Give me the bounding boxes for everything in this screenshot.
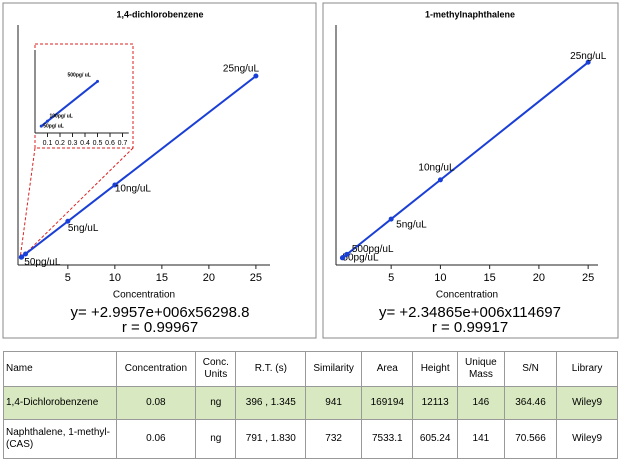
data-point <box>253 73 259 79</box>
x-tick-label: 25 <box>582 272 594 284</box>
point-label: 100pg/ uL <box>50 114 73 120</box>
point-label: 5ng/uL <box>68 223 99 234</box>
table-cell: Area <box>361 351 414 387</box>
table-cell: Library <box>556 351 618 387</box>
table-cell: Conc. Units <box>195 351 237 387</box>
data-point <box>585 59 591 65</box>
table-row: Name Concentration Conc. Units R.T. (s) Simi… <box>3 351 618 387</box>
x-tick-label: 0.1 <box>43 140 53 147</box>
point-label: 10ng/uL <box>418 163 455 174</box>
table-cell: 0.06 <box>115 419 197 459</box>
data-point <box>340 254 346 260</box>
point-label: 50pg/uL <box>342 253 379 264</box>
x-tick-label: 5 <box>388 272 394 284</box>
table-cell: Name <box>3 351 117 387</box>
table-row: 1,4-Dichlorobenzene 0.08 ng 396 , 1.345 941 1… <box>3 386 618 420</box>
data-point <box>39 124 43 128</box>
table-cell: Naphthalene, 1-methyl-(CAS) <box>3 419 117 459</box>
table-cell: 396 , 1.345 <box>235 386 307 420</box>
data-point <box>19 254 25 260</box>
x-tick-label: 0.5 <box>93 140 103 147</box>
point-label: 50pg/uL <box>24 257 61 268</box>
x-axis-label: Concentration <box>436 290 498 301</box>
point-label: 50pg/ uL <box>43 123 64 129</box>
table-row: Naphthalene, 1-methyl-(CAS) 0.06 ng 791 , 1… <box>3 419 618 459</box>
fit-equation: y= +2.34865e+006x114697 <box>379 304 561 321</box>
point-label: 25ng/uL <box>223 64 260 75</box>
data-point <box>437 177 443 183</box>
table-cell: 0.08 <box>115 386 197 420</box>
chart-title: 1,4-dichlorobenzene <box>116 9 203 19</box>
x-tick-label: 20 <box>203 272 215 284</box>
fit-equation: y= +2.9957e+006x56298.8 <box>71 304 250 321</box>
x-axis-label: Concentration <box>113 290 175 301</box>
point-label: 25ng/uL <box>570 51 607 62</box>
data-point <box>65 218 71 224</box>
table-cell: 941 <box>305 386 363 420</box>
data-point <box>344 251 350 257</box>
point-label: 5ng/uL <box>396 220 427 231</box>
table-cell: Similarity <box>305 351 363 387</box>
table-cell: Wiley9 <box>556 386 618 420</box>
x-tick-label: 0.2 <box>55 140 65 147</box>
table-cell: Wiley9 <box>556 419 618 459</box>
table-cell: 791 , 1.830 <box>235 419 307 459</box>
calibration-line <box>341 61 589 259</box>
x-tick-label: 15 <box>484 272 496 284</box>
point-label: 500pg/uL <box>352 244 394 255</box>
table-cell: 1,4-Dichlorobenzene <box>3 386 117 420</box>
table-cell: 141 <box>456 419 505 459</box>
x-tick-label: 5 <box>65 272 71 284</box>
table-cell: 169194 <box>361 386 414 420</box>
x-tick-label: 10 <box>434 272 446 284</box>
table-cell: 364.46 <box>503 386 558 420</box>
results-table: Name Concentration Conc. Units R.T. (s) Simi… <box>3 351 618 459</box>
table-cell: S/N <box>503 351 558 387</box>
fit-r: r = 0.99917 <box>432 319 508 336</box>
panel <box>2 2 317 339</box>
table-cell: ng <box>195 419 237 459</box>
point-label: 500pg/ uL <box>68 73 91 79</box>
table-cell: Unique Mass <box>456 351 505 387</box>
x-tick-label: 0.4 <box>80 140 90 147</box>
fit-r: r = 0.99967 <box>122 319 198 336</box>
x-tick-label: 20 <box>533 272 545 284</box>
x-tick-label: 0.3 <box>68 140 78 147</box>
panel <box>322 2 619 339</box>
x-tick-label: 0.7 <box>118 140 128 147</box>
data-point <box>388 216 394 222</box>
table-cell: 605.24 <box>412 419 458 459</box>
table-cell: 7533.1 <box>361 419 414 459</box>
data-point <box>96 79 99 83</box>
point-label: 10ng/uL <box>115 184 152 195</box>
table-cell: Concentration <box>115 351 197 387</box>
table-cell: R.T. (s) <box>235 351 307 387</box>
x-tick-label: 10 <box>109 272 121 284</box>
table-cell: 146 <box>456 386 505 420</box>
chart-title: 1-methylnaphthalene <box>425 9 515 19</box>
table-cell: 12113 <box>412 386 458 420</box>
x-tick-label: 25 <box>250 272 262 284</box>
data-point <box>23 251 29 257</box>
x-tick-label: 15 <box>156 272 168 284</box>
table-cell: 732 <box>305 419 363 459</box>
data-point <box>46 119 49 123</box>
x-tick-label: 0.6 <box>105 140 115 147</box>
data-point <box>112 182 118 188</box>
table-cell: Height <box>412 351 458 387</box>
inset-box <box>34 43 134 149</box>
table-cell: ng <box>195 386 237 420</box>
zoom-line <box>19 147 134 260</box>
table-cell: 70.566 <box>503 419 558 459</box>
zoom-line <box>19 147 36 260</box>
charts: 1,4-dichlorobenzene 5 10 15 20 25 Concentratio… <box>2 2 619 339</box>
